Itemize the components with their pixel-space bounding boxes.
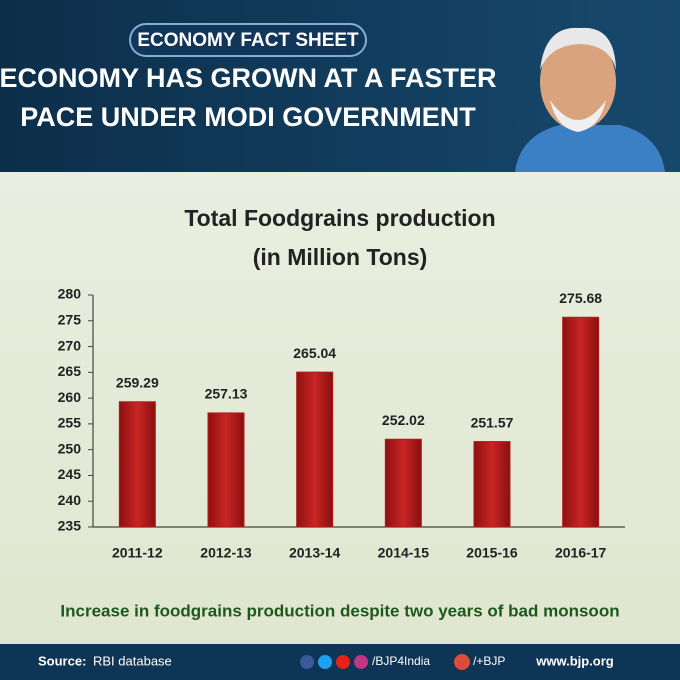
website: www.bjp.org (535, 653, 614, 668)
bar (118, 401, 156, 528)
x-tick-label: 2012-13 (200, 545, 252, 561)
value-label: 251.57 (471, 414, 514, 430)
y-tick-label: 255 (58, 415, 82, 431)
y-tick-label: 275 (58, 311, 82, 327)
social-handle: /+BJP (473, 654, 505, 668)
value-label: 259.29 (116, 374, 159, 390)
value-label: 275.68 (559, 290, 602, 306)
y-tick-label: 270 (58, 337, 82, 353)
source-label: Source: (38, 653, 86, 668)
chart-title: Total Foodgrains production (184, 205, 495, 231)
badge-text: ECONOMY FACT SHEET (137, 30, 359, 51)
headline: ECONOMY HAS GROWN AT A FASTER (0, 63, 497, 93)
x-tick-label: 2015-16 (466, 545, 518, 561)
value-label: 265.04 (293, 345, 336, 361)
y-tick-label: 280 (58, 286, 82, 302)
caption: Increase in foodgrains production despit… (60, 601, 619, 620)
social-icons (300, 654, 470, 670)
y-tick-label: 240 (58, 492, 82, 508)
portrait (515, 27, 665, 172)
x-tick-label: 2016-17 (555, 545, 607, 561)
bar (562, 316, 600, 528)
source: RBI database (93, 653, 172, 668)
y-tick-label: 235 (58, 518, 82, 534)
badge (129, 23, 367, 57)
y-tick-label: 245 (58, 466, 82, 482)
x-tick-label: 2013-14 (289, 545, 341, 561)
headline: PACE UNDER MODI GOVERNMENT (20, 102, 476, 132)
y-tick-label: 250 (58, 440, 82, 456)
bar (473, 441, 511, 528)
bar (207, 412, 245, 528)
x-tick-label: 2014-15 (378, 545, 430, 561)
y-tick-label: 265 (58, 363, 82, 379)
social-handle: /BJP4India (372, 654, 430, 668)
y-tick-label: 260 (58, 389, 82, 405)
value-label: 257.13 (205, 386, 248, 402)
value-label: 252.02 (382, 412, 425, 428)
x-tick-label: 2011-12 (112, 545, 163, 561)
bar (384, 438, 422, 528)
bar (296, 371, 334, 528)
chart-subtitle: (in Million Tons) (253, 244, 428, 270)
